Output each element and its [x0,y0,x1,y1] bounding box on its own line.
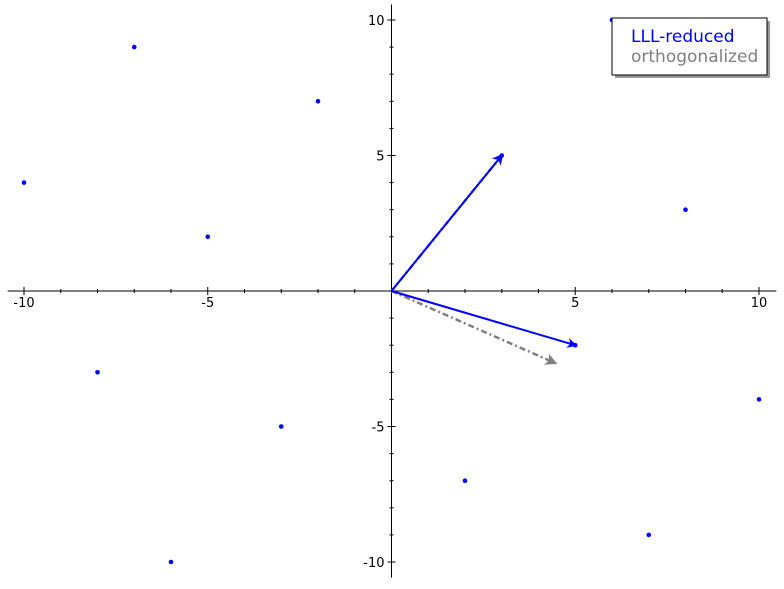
lattice-point [168,559,174,565]
lattice-point [21,180,27,185]
lattice-point [462,478,468,484]
x-tick-label: 5 [571,296,579,311]
lattice-point [131,44,137,50]
lll-reduced-vector-1 [391,290,578,348]
lattice-points [21,17,762,565]
lattice-point [205,234,211,240]
legend-box [611,17,768,76]
lattice-point [278,424,284,429]
lattice-point [572,342,578,348]
y-tick-label: -10 [363,556,384,571]
lattice-point [499,153,505,158]
lattice-point [683,207,688,212]
lll-reduced-vector-0 [390,153,504,292]
vectors [390,153,578,365]
lattice-point [95,370,100,375]
lattice-point [315,99,321,104]
y-tick-label: 10 [368,14,385,29]
x-tick-label: 10 [751,296,768,311]
y-tick-label: 5 [376,150,384,165]
lattice-point [646,532,652,538]
legend-label-lll-reduced: LLL-reduced [631,27,735,47]
orthogonalized-vector-1 [390,289,558,365]
legend-label-orthogonalized: orthogonalized [631,47,758,67]
y-tick-label: -5 [372,421,385,436]
x-tick-label: -5 [201,296,214,311]
lattice-point [756,397,762,402]
legend: LLL-reduced orthogonalized [611,17,770,78]
x-tick-label: -10 [13,296,34,311]
